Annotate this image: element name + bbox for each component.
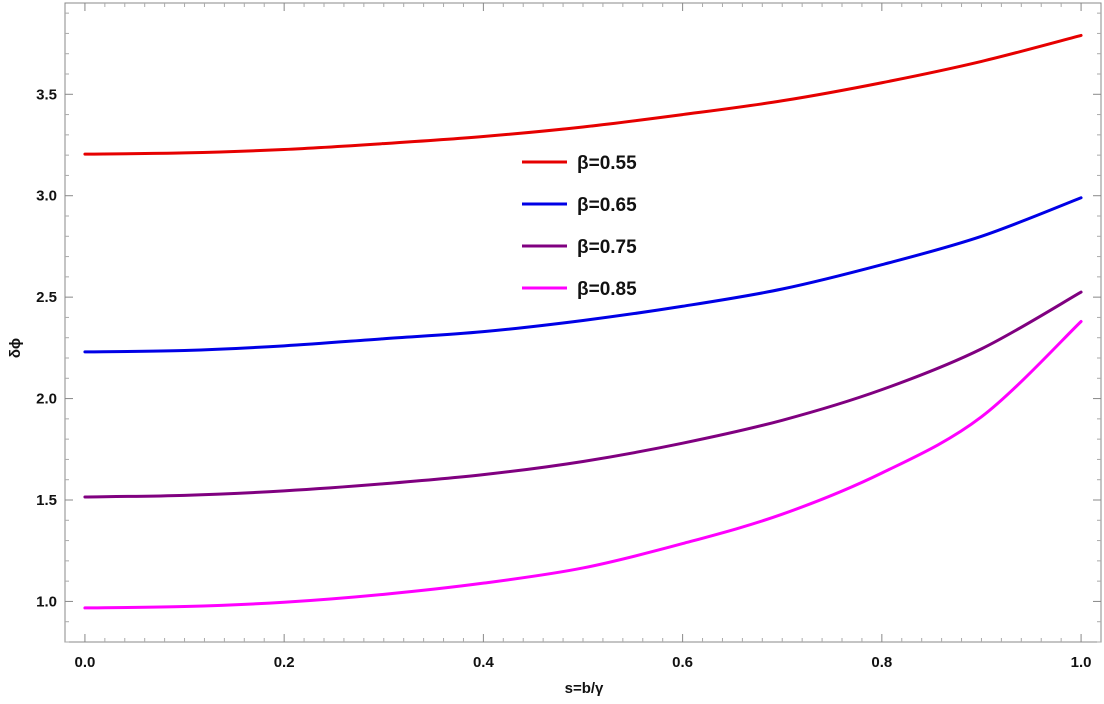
plot-border bbox=[64, 2, 1102, 643]
x-tick-label: 0.4 bbox=[473, 654, 495, 671]
x-axis-label: s=b/γ bbox=[565, 680, 604, 697]
legend-label-2: β=0.75 bbox=[577, 237, 637, 258]
series-line-3 bbox=[83, 319, 1083, 610]
x-tick-label: 1.0 bbox=[1071, 654, 1092, 671]
legend-label-3: β=0.85 bbox=[577, 279, 637, 300]
x-tick-label: 0.8 bbox=[871, 654, 892, 671]
series-lines bbox=[83, 33, 1083, 610]
x-tick-label: 0.2 bbox=[274, 654, 295, 671]
legend-label-0: β=0.55 bbox=[577, 153, 637, 174]
axis-ticks: 0.0 0.2 0.4 0.6 0.8 1.0 1.0 1.5 2.0 2.5 3.0 3.5 bbox=[36, 3, 1101, 671]
series-line-0 bbox=[83, 33, 1083, 156]
y-tick-label: 3.5 bbox=[36, 86, 57, 103]
legend: β=0.55 β=0.65 β=0.75 β=0.85 bbox=[522, 153, 637, 300]
y-tick-label: 2.0 bbox=[36, 391, 57, 408]
series-line-1 bbox=[83, 196, 1083, 354]
y-tick-label: 3.0 bbox=[36, 188, 57, 205]
x-tick-label: 0.0 bbox=[74, 654, 95, 671]
legend-label-1: β=0.65 bbox=[577, 195, 637, 216]
y-tick-label: 1.0 bbox=[36, 593, 57, 610]
series-line-2 bbox=[83, 290, 1083, 499]
y-axis-label: δϕ bbox=[7, 338, 24, 358]
y-tick-label: 2.5 bbox=[36, 289, 57, 306]
x-tick-label: 0.6 bbox=[672, 654, 693, 671]
y-tick-label: 1.5 bbox=[36, 492, 57, 509]
plot-frame bbox=[64, 2, 1102, 643]
